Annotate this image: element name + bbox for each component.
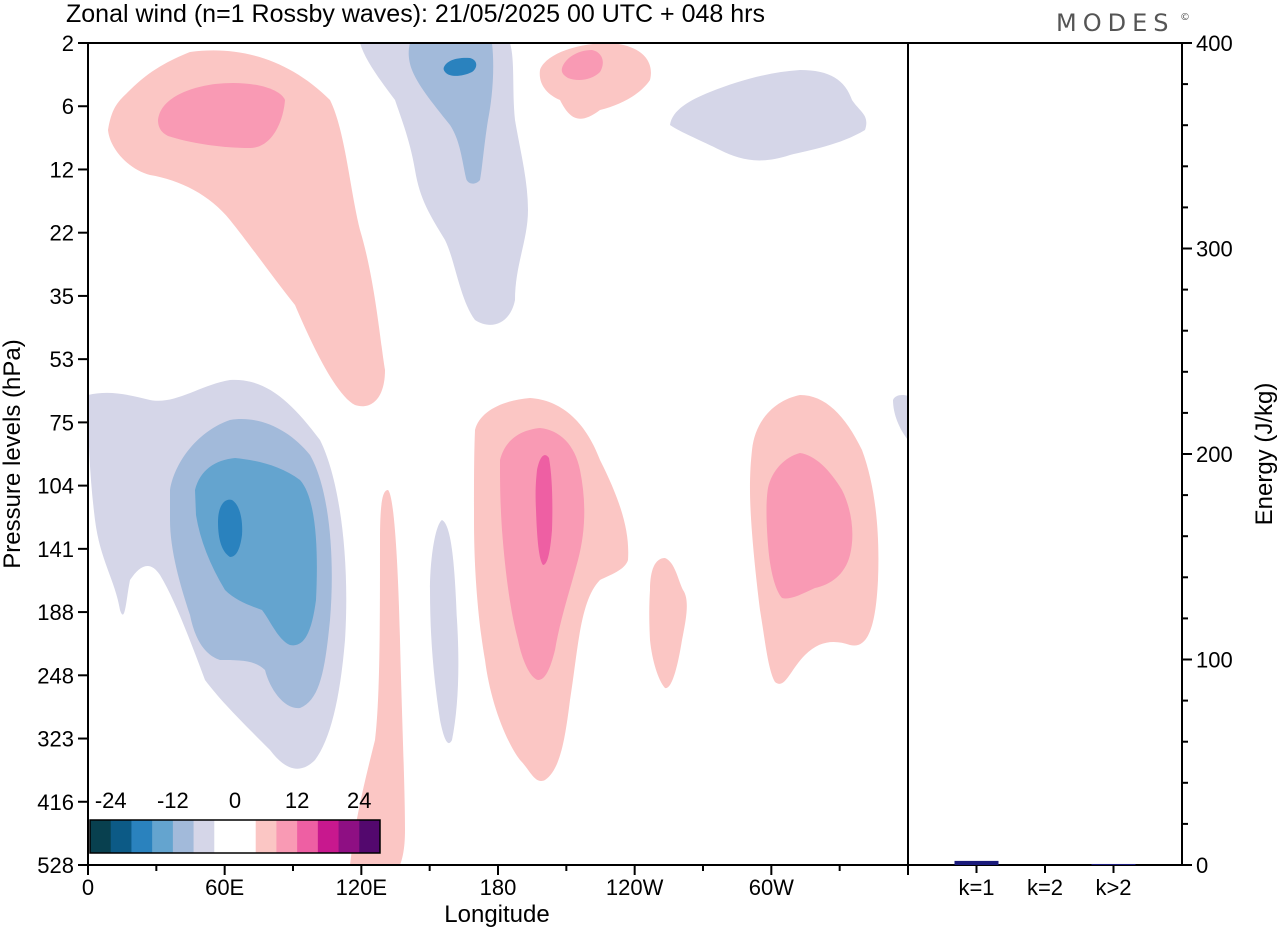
colorbar-swatch: [359, 820, 381, 853]
x-tick-label: 120E: [336, 875, 387, 900]
energy-category-label: k=1: [958, 875, 994, 900]
colorbar-swatch: [276, 820, 298, 853]
energy-category-label: k>2: [1095, 875, 1131, 900]
positive-spot-lower-right: [649, 558, 687, 689]
negative-sliver-lower-mid: [430, 520, 459, 744]
y-axis-label: Pressure levels (hPa): [0, 339, 26, 568]
y-tick-label: 6: [62, 94, 74, 119]
brand-logo: MODES: [1056, 9, 1174, 37]
colorbar-label: -24: [95, 788, 127, 813]
positive-core-lower-right: [766, 453, 853, 599]
energy-category-label: k=2: [1027, 875, 1063, 900]
y-tick-label: 35: [50, 284, 74, 309]
energy-tick-label: 400: [1196, 31, 1233, 56]
colorbar-swatch: [214, 820, 236, 853]
y-tick-label: 323: [37, 727, 74, 752]
energy-tick-label: 200: [1196, 442, 1233, 467]
y-tick-label: 188: [37, 600, 74, 625]
colorbar-swatch: [152, 820, 174, 853]
x-tick-label: 60E: [205, 875, 244, 900]
colorbar: -24 -12 0 12 24: [89, 788, 381, 854]
x-tick-label: 180: [480, 875, 517, 900]
y-tick-label: 248: [37, 663, 74, 688]
colorbar-swatch: [255, 820, 277, 853]
colorbar-swatch: [110, 820, 132, 853]
negative-peak-lower-left: [218, 499, 243, 557]
colorbar-swatch: [235, 820, 257, 853]
colorbar-swatch: [317, 820, 340, 853]
energy-tick-label: 100: [1196, 648, 1233, 673]
y-tick-label: 22: [50, 221, 74, 246]
colorbar-label: 0: [229, 788, 241, 813]
y-tick-label: 416: [37, 790, 74, 815]
contour-plot: [88, 43, 908, 865]
negative-edge-right: [893, 395, 908, 440]
axes: 0 60E 120E 180 120W 60W 2 6 12 22 35 53 75 104 141 188 2…: [37, 31, 909, 900]
y-tick-label: 2: [62, 31, 74, 56]
positive-core-upper-mid: [561, 50, 603, 80]
y-tick-label: 141: [37, 537, 74, 562]
negative-peak-upper: [443, 57, 477, 76]
colorbar-label: 12: [285, 788, 309, 813]
colorbar-frame: [89, 819, 381, 854]
positive-region-upper-left: [108, 50, 385, 407]
x-tick-label: 0: [82, 875, 94, 900]
y-tick-label: 528: [37, 853, 74, 878]
x-tick-label: 120W: [606, 875, 664, 900]
energy-bar: [954, 860, 999, 865]
contour-fills: [88, 43, 908, 865]
y-tick-label: 12: [50, 157, 74, 182]
energy-tick-label: 0: [1196, 853, 1208, 878]
y-tick-label: 75: [50, 410, 74, 435]
colorbar-swatch: [338, 820, 360, 853]
positive-core-upper-left: [158, 82, 285, 148]
brand-mark: ©: [1180, 12, 1190, 23]
y-tick-label: 53: [50, 347, 74, 372]
x-tick-label: 60W: [749, 875, 794, 900]
x-axis-label: Longitude: [444, 901, 549, 928]
energy-axis-label: Energy (J/kg): [1251, 383, 1278, 526]
negative-region-upper-right: [670, 70, 867, 161]
colorbar-swatch: [172, 820, 195, 853]
y-tick-label: 104: [37, 474, 74, 499]
colorbar-swatch: [90, 820, 112, 853]
colorbar-label: 24: [347, 788, 371, 813]
colorbar-swatch: [193, 820, 215, 853]
chart-title: Zonal wind (n=1 Rossby waves): 21/05/202…: [66, 0, 765, 28]
colorbar-swatch: [131, 820, 153, 853]
energy-bar: [1091, 863, 1136, 865]
positive-peak-lower-mid: [535, 455, 553, 565]
energy-tick-label: 300: [1196, 237, 1233, 262]
colorbar-label: -12: [157, 788, 189, 813]
colorbar-swatch: [297, 820, 319, 853]
positive-sliver-lower-mid: [350, 490, 405, 865]
energy-bar-panel: 0 100 200 300 400 k=1 k=2 k>2: [907, 31, 1233, 900]
negative-core-upper: [408, 43, 494, 184]
